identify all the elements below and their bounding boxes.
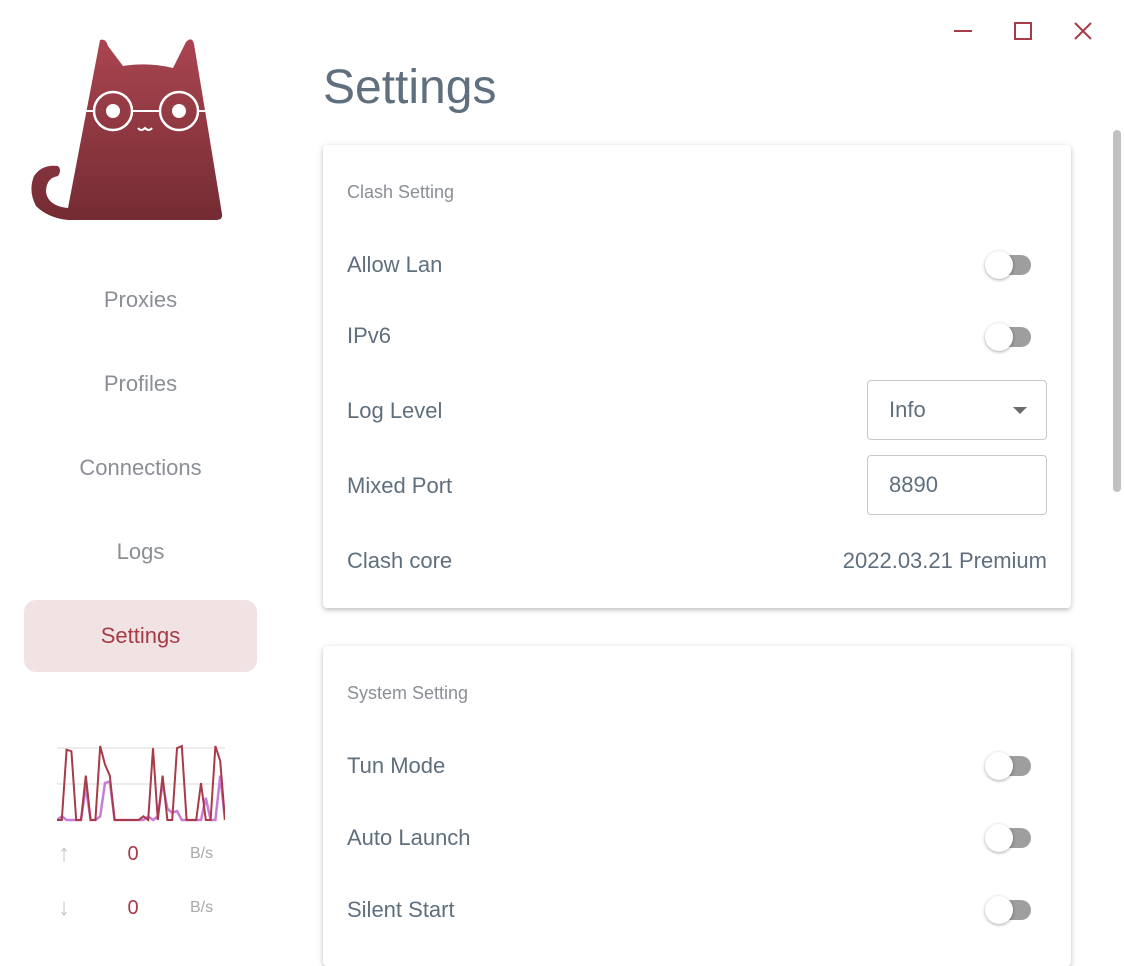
upload-speed: ↑ 0 B/s (58, 839, 228, 869)
download-speed: ↓ 0 B/s (58, 893, 228, 923)
card-title: Clash Setting (347, 182, 455, 202)
silent-start-toggle[interactable] (985, 894, 1041, 924)
tun-mode-label: Tun Mode (347, 753, 446, 778)
arrow-up-icon: ↑ (58, 840, 70, 867)
upload-series-line (57, 744, 225, 822)
nav-item-profiles[interactable]: Profiles (103, 371, 178, 396)
ipv6-toggle[interactable] (985, 321, 1041, 351)
dropdown-caret-icon (1013, 407, 1027, 414)
download-value: 0 (127, 896, 139, 919)
page-title: Settings (323, 61, 497, 114)
ipv6-label: IPv6 (347, 323, 392, 348)
upload-unit: B/s (190, 845, 214, 862)
upload-value: 0 (127, 842, 139, 865)
card-title: System Setting (347, 683, 469, 703)
download-unit: B/s (190, 899, 214, 916)
maximize-icon[interactable] (1006, 14, 1040, 48)
nav-item-proxies[interactable]: Proxies (103, 287, 178, 312)
minimize-icon[interactable] (946, 14, 980, 48)
app-logo-cat (31, 39, 223, 220)
auto-launch-label: Auto Launch (347, 825, 471, 850)
traffic-graph (57, 744, 225, 822)
log-level-label: Log Level (347, 398, 443, 423)
close-icon[interactable] (1066, 14, 1100, 48)
arrow-down-icon: ↓ (58, 894, 70, 921)
log-level-select[interactable]: Info (867, 380, 1047, 440)
sidebar: Proxies Profiles Connections Logs Settin… (0, 0, 282, 937)
auto-launch-toggle[interactable] (985, 822, 1041, 852)
clash-core-version: 2022.03.21 Premium (842, 548, 1047, 573)
tun-mode-toggle[interactable] (985, 750, 1041, 780)
nav-item-settings[interactable]: Settings (24, 600, 257, 672)
clash-setting-card: Clash Setting Allow Lan IPv6 Log Level I… (323, 145, 1071, 608)
mixed-port-input[interactable]: 8890 (867, 455, 1047, 515)
allow-lan-label: Allow Lan (347, 252, 443, 277)
mixed-port-value: 8890 (889, 472, 938, 497)
scrollbar[interactable] (1113, 130, 1121, 492)
system-setting-card: System Setting Tun Mode Auto Launch Sile… (323, 646, 1071, 966)
clash-core-label: Clash core (347, 548, 453, 573)
log-level-value: Info (889, 397, 926, 422)
nav-item-logs[interactable]: Logs (116, 539, 165, 564)
nav-item-connections[interactable]: Connections (79, 455, 202, 480)
mixed-port-label: Mixed Port (347, 473, 453, 498)
allow-lan-toggle[interactable] (985, 249, 1041, 279)
silent-start-label: Silent Start (347, 897, 455, 922)
